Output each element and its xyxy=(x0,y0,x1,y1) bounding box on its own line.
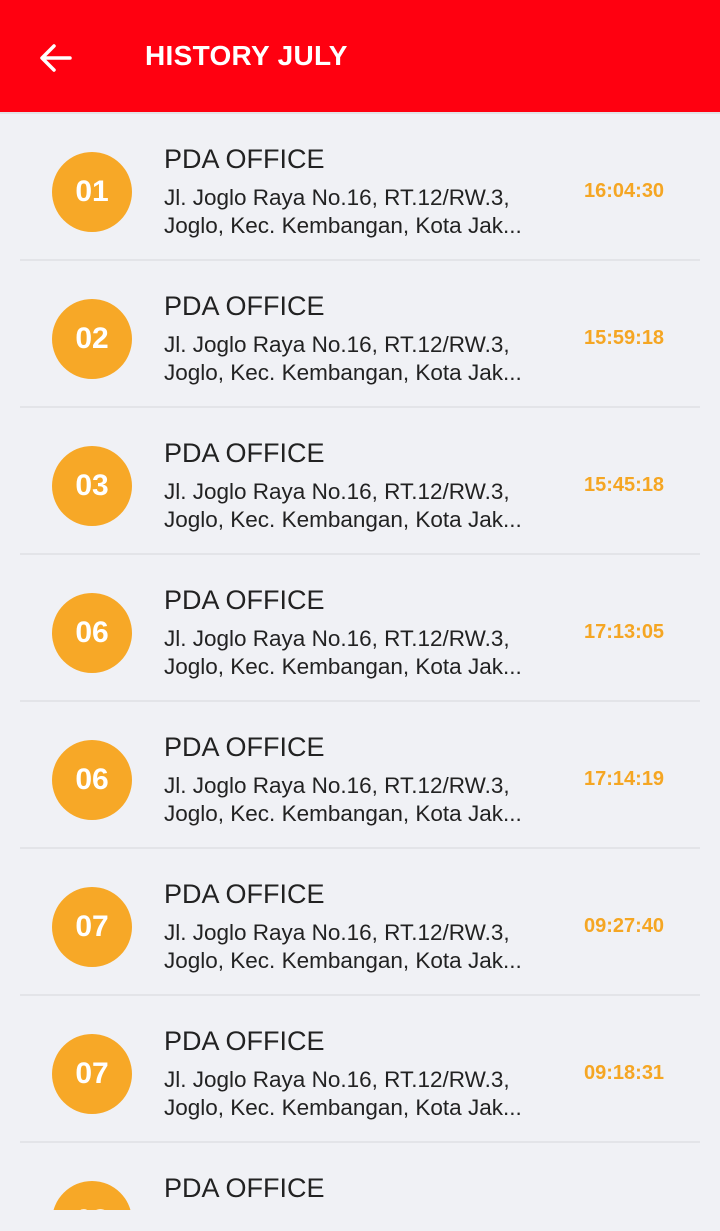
check-time: 17:13:05 xyxy=(584,621,665,643)
address-line-1: Jl. Joglo Raya No.16, RT.12/RW.3, xyxy=(164,479,510,504)
day-badge: 03 xyxy=(52,446,132,526)
address-line-1: Jl. Joglo Raya No.16, RT.12/RW.3, xyxy=(164,773,510,798)
check-time: 09:27:40 xyxy=(584,915,665,937)
address-line-2: Joglo, Kec. Kembangan, Kota Jak... xyxy=(164,801,522,826)
location-name: PDA OFFICE xyxy=(164,585,325,615)
address-line-2: Joglo, Kec. Kembangan, Kota Jak... xyxy=(164,654,522,679)
back-button[interactable] xyxy=(36,38,76,78)
address-line-2: Joglo, Kec. Kembangan, Kota Jak... xyxy=(164,948,522,973)
day-badge: 07 xyxy=(52,887,132,967)
check-time: 09:18:31 xyxy=(584,1062,665,1084)
check-time: 15:59:18 xyxy=(584,327,665,349)
page-title: HISTORY JULY xyxy=(145,40,348,71)
check-time: 17:14:19 xyxy=(584,768,665,790)
address-line-1: Jl. Joglo Raya No.16, RT.12/RW.3, xyxy=(164,185,510,210)
location-name: PDA OFFICE xyxy=(164,732,325,762)
day-badge: 07 xyxy=(52,1034,132,1114)
check-time: 10:25:25 xyxy=(584,1209,664,1210)
day-badge: 08 xyxy=(52,1181,132,1210)
list-item[interactable]: 01 PDA OFFICE Jl. Joglo Raya No.16, RT.1… xyxy=(20,114,700,261)
location-name: PDA OFFICE xyxy=(164,1026,325,1056)
day-badge: 06 xyxy=(52,740,132,820)
list-item[interactable]: 03 PDA OFFICE Jl. Joglo Raya No.16, RT.1… xyxy=(20,408,700,555)
location-name: PDA OFFICE xyxy=(164,1173,325,1203)
address-line-2: Joglo, Kec. Kembangan, Kota Jak... xyxy=(164,507,522,532)
address-line-1: Jl. Joglo Raya No.16, RT.12/RW.3, xyxy=(164,332,510,357)
day-badge: 01 xyxy=(52,152,132,232)
day-badge: 06 xyxy=(52,593,132,673)
list-item[interactable]: 06 PDA OFFICE Jl. Joglo Raya No.16, RT.1… xyxy=(20,702,700,849)
check-time: 16:04:30 xyxy=(584,180,665,202)
location-address: Jl. Joglo Raya No.16, RT.12/RW.3, Joglo,… xyxy=(164,772,554,828)
day-badge: 02 xyxy=(52,299,132,379)
location-name: PDA OFFICE xyxy=(164,291,325,321)
address-line-2: Joglo, Kec. Kembangan, Kota Jak... xyxy=(164,1095,522,1120)
location-address: Jl. Joglo Raya No.16, RT.12/RW.3, Joglo,… xyxy=(164,478,554,534)
location-address: Jl. Joglo Raya No.16, RT.12/RW.3, Joglo,… xyxy=(164,1066,554,1122)
address-line-2: Joglo, Kec. Kembangan, Kota Jak... xyxy=(164,213,522,238)
list-item[interactable]: 02 PDA OFFICE Jl. Joglo Raya No.16, RT.1… xyxy=(20,261,700,408)
list-item[interactable]: 06 PDA OFFICE Jl. Joglo Raya No.16, RT.1… xyxy=(20,555,700,702)
location-name: PDA OFFICE xyxy=(164,438,325,468)
location-name: PDA OFFICE xyxy=(164,144,325,174)
location-address: Jl. Joglo Raya No.16, RT.12/RW.3, Joglo,… xyxy=(164,184,554,240)
list-item[interactable]: 07 PDA OFFICE Jl. Joglo Raya No.16, RT.1… xyxy=(20,849,700,996)
location-address: Jl. Joglo Raya No.16, RT.12/RW.3, Joglo,… xyxy=(164,625,554,681)
history-list: 01 PDA OFFICE Jl. Joglo Raya No.16, RT.1… xyxy=(0,114,720,1210)
address-line-2: Joglo, Kec. Kembangan, Kota Jak... xyxy=(164,360,522,385)
location-address: Jl. Joglo Raya No.16, RT.12/RW.3, Joglo,… xyxy=(164,331,554,387)
address-line-1: Jl. Joglo Raya No.16, RT.12/RW.3, xyxy=(164,626,510,651)
address-line-1: Jl. Joglo Raya No.16, RT.12/RW.3, xyxy=(164,1067,510,1092)
address-line-1: Jl. Joglo Raya No.16, RT.12/RW.3, xyxy=(164,920,510,945)
list-item[interactable]: 07 PDA OFFICE Jl. Joglo Raya No.16, RT.1… xyxy=(20,996,700,1143)
check-time: 15:45:18 xyxy=(584,474,665,496)
list-item[interactable]: 08 PDA OFFICE 10:25:25 xyxy=(20,1143,700,1210)
location-address: Jl. Joglo Raya No.16, RT.12/RW.3, Joglo,… xyxy=(164,919,554,975)
app-bar: HISTORY JULY xyxy=(0,0,720,114)
location-name: PDA OFFICE xyxy=(164,879,325,909)
arrow-left-icon xyxy=(40,44,72,72)
